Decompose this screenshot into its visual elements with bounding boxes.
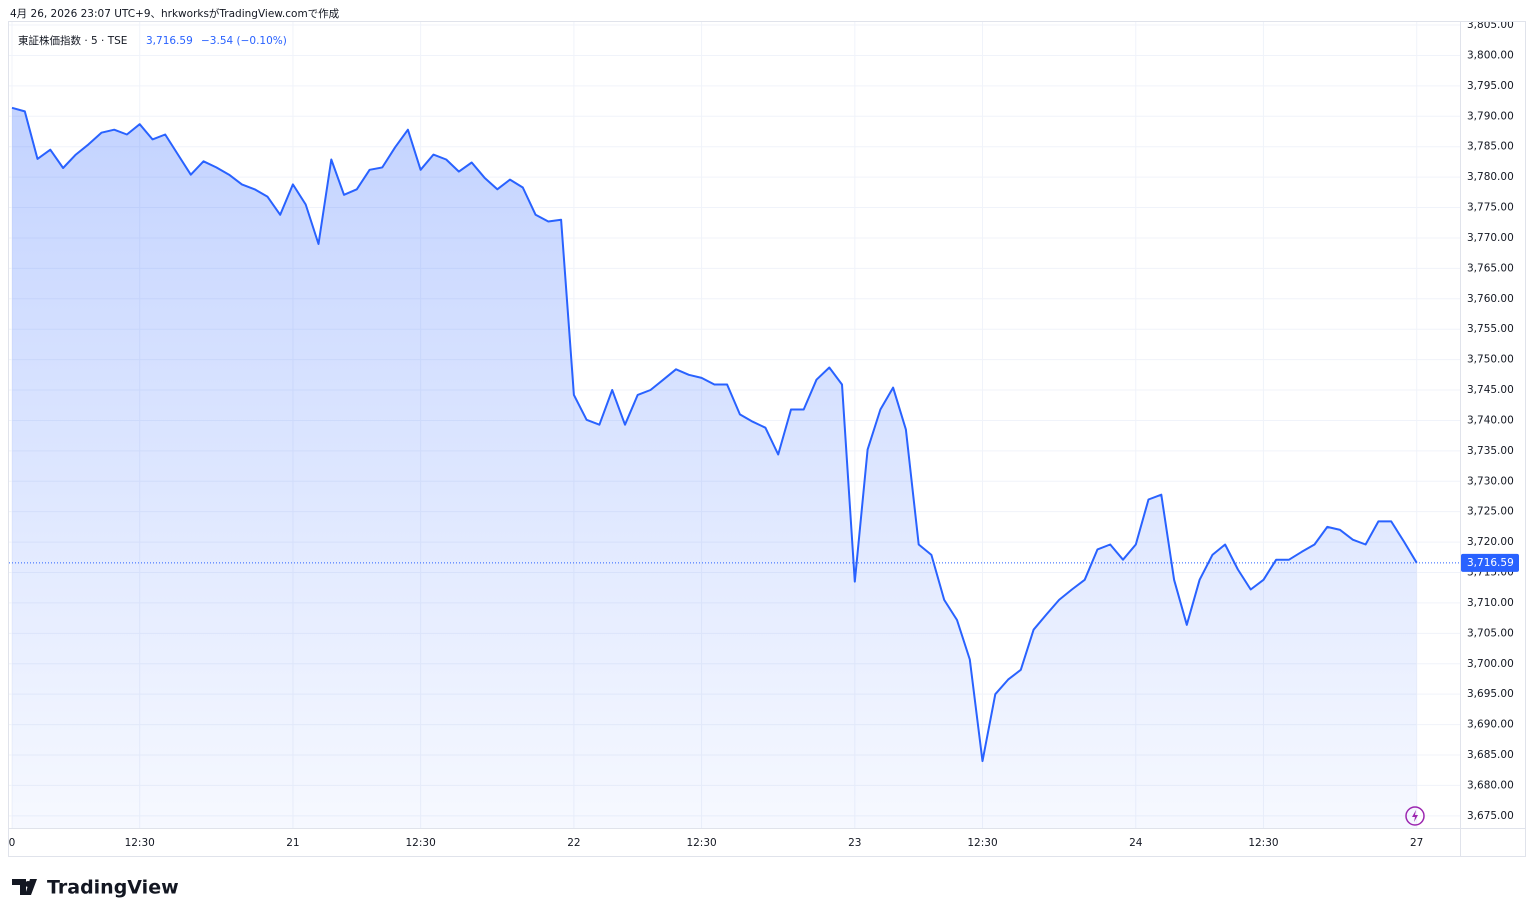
y-tick-label: 3,795.00 <box>1467 80 1514 92</box>
y-tick-label: 3,750.00 <box>1467 354 1514 366</box>
y-tick-label: 3,675.00 <box>1467 810 1514 822</box>
y-tick-label: 3,780.00 <box>1467 171 1514 183</box>
y-tick-label: 3,730.00 <box>1467 475 1514 487</box>
logo-text[interactable]: TradingView <box>47 877 179 899</box>
x-tick-label: 12:30 <box>686 837 716 849</box>
legend-change: −3.54 (−0.10%) <box>201 35 287 47</box>
x-tick-label: 23 <box>848 837 861 849</box>
last-price-box <box>1461 553 1519 572</box>
y-tick-label: 3,800.00 <box>1467 49 1514 61</box>
alert-icon[interactable] <box>1405 806 1425 826</box>
y-tick-label: 3,680.00 <box>1467 779 1514 791</box>
y-tick-label: 3,725.00 <box>1467 506 1514 518</box>
y-tick-label: 3,735.00 <box>1467 445 1514 457</box>
y-tick-label: 3,705.00 <box>1467 627 1514 639</box>
logo-mark[interactable] <box>12 879 37 895</box>
y-tick-label: 3,685.00 <box>1467 749 1514 761</box>
y-tick-label: 3,805.00 <box>1467 19 1514 31</box>
x-tick-label: 24 <box>1129 837 1143 849</box>
y-tick-label: 3,790.00 <box>1467 110 1514 122</box>
legend-last: 3,716.59 <box>146 35 193 47</box>
x-tick-label: 27 <box>1410 837 1423 849</box>
x-tick-label: 0 <box>9 837 16 849</box>
chart-frame <box>8 21 1526 857</box>
last-price-label: 3,716.59 <box>1467 557 1514 569</box>
x-tick-label: 12:30 <box>967 837 997 849</box>
y-tick-label: 3,710.00 <box>1467 597 1514 609</box>
y-tick-label: 3,720.00 <box>1467 536 1514 548</box>
y-tick-label: 3,765.00 <box>1467 262 1514 274</box>
y-tick-label: 3,740.00 <box>1467 414 1514 426</box>
alert-circle[interactable] <box>1405 806 1425 826</box>
y-tick-label: 3,695.00 <box>1467 688 1514 700</box>
y-tick-label: 3,690.00 <box>1467 719 1514 731</box>
area-fill <box>12 107 1417 828</box>
x-tick-label: 12:30 <box>1248 837 1278 849</box>
legend-symbol: 東証株価指数 · 5 · TSE <box>18 34 127 47</box>
y-tick-label: 3,755.00 <box>1467 323 1514 335</box>
y-tick-label: 3,700.00 <box>1467 658 1514 670</box>
y-tick-label: 3,745.00 <box>1467 384 1514 396</box>
x-tick-label: 12:30 <box>125 837 155 849</box>
price-line <box>11 106 1418 763</box>
y-tick-label: 3,775.00 <box>1467 202 1514 214</box>
y-tick-label: 3,770.00 <box>1467 232 1514 244</box>
logo[interactable]: TradingView <box>12 877 179 899</box>
x-tick-label: 22 <box>567 837 580 849</box>
header: 4月 26, 2026 23:07 UTC+9、hrkworksがTrading… <box>10 7 340 20</box>
x-tick-label: 12:30 <box>406 837 436 849</box>
y-tick-label: 3,785.00 <box>1467 141 1514 153</box>
x-tick-label: 21 <box>286 837 299 849</box>
y-tick-label: 3,760.00 <box>1467 293 1514 305</box>
alert-bolt[interactable] <box>1412 810 1418 822</box>
